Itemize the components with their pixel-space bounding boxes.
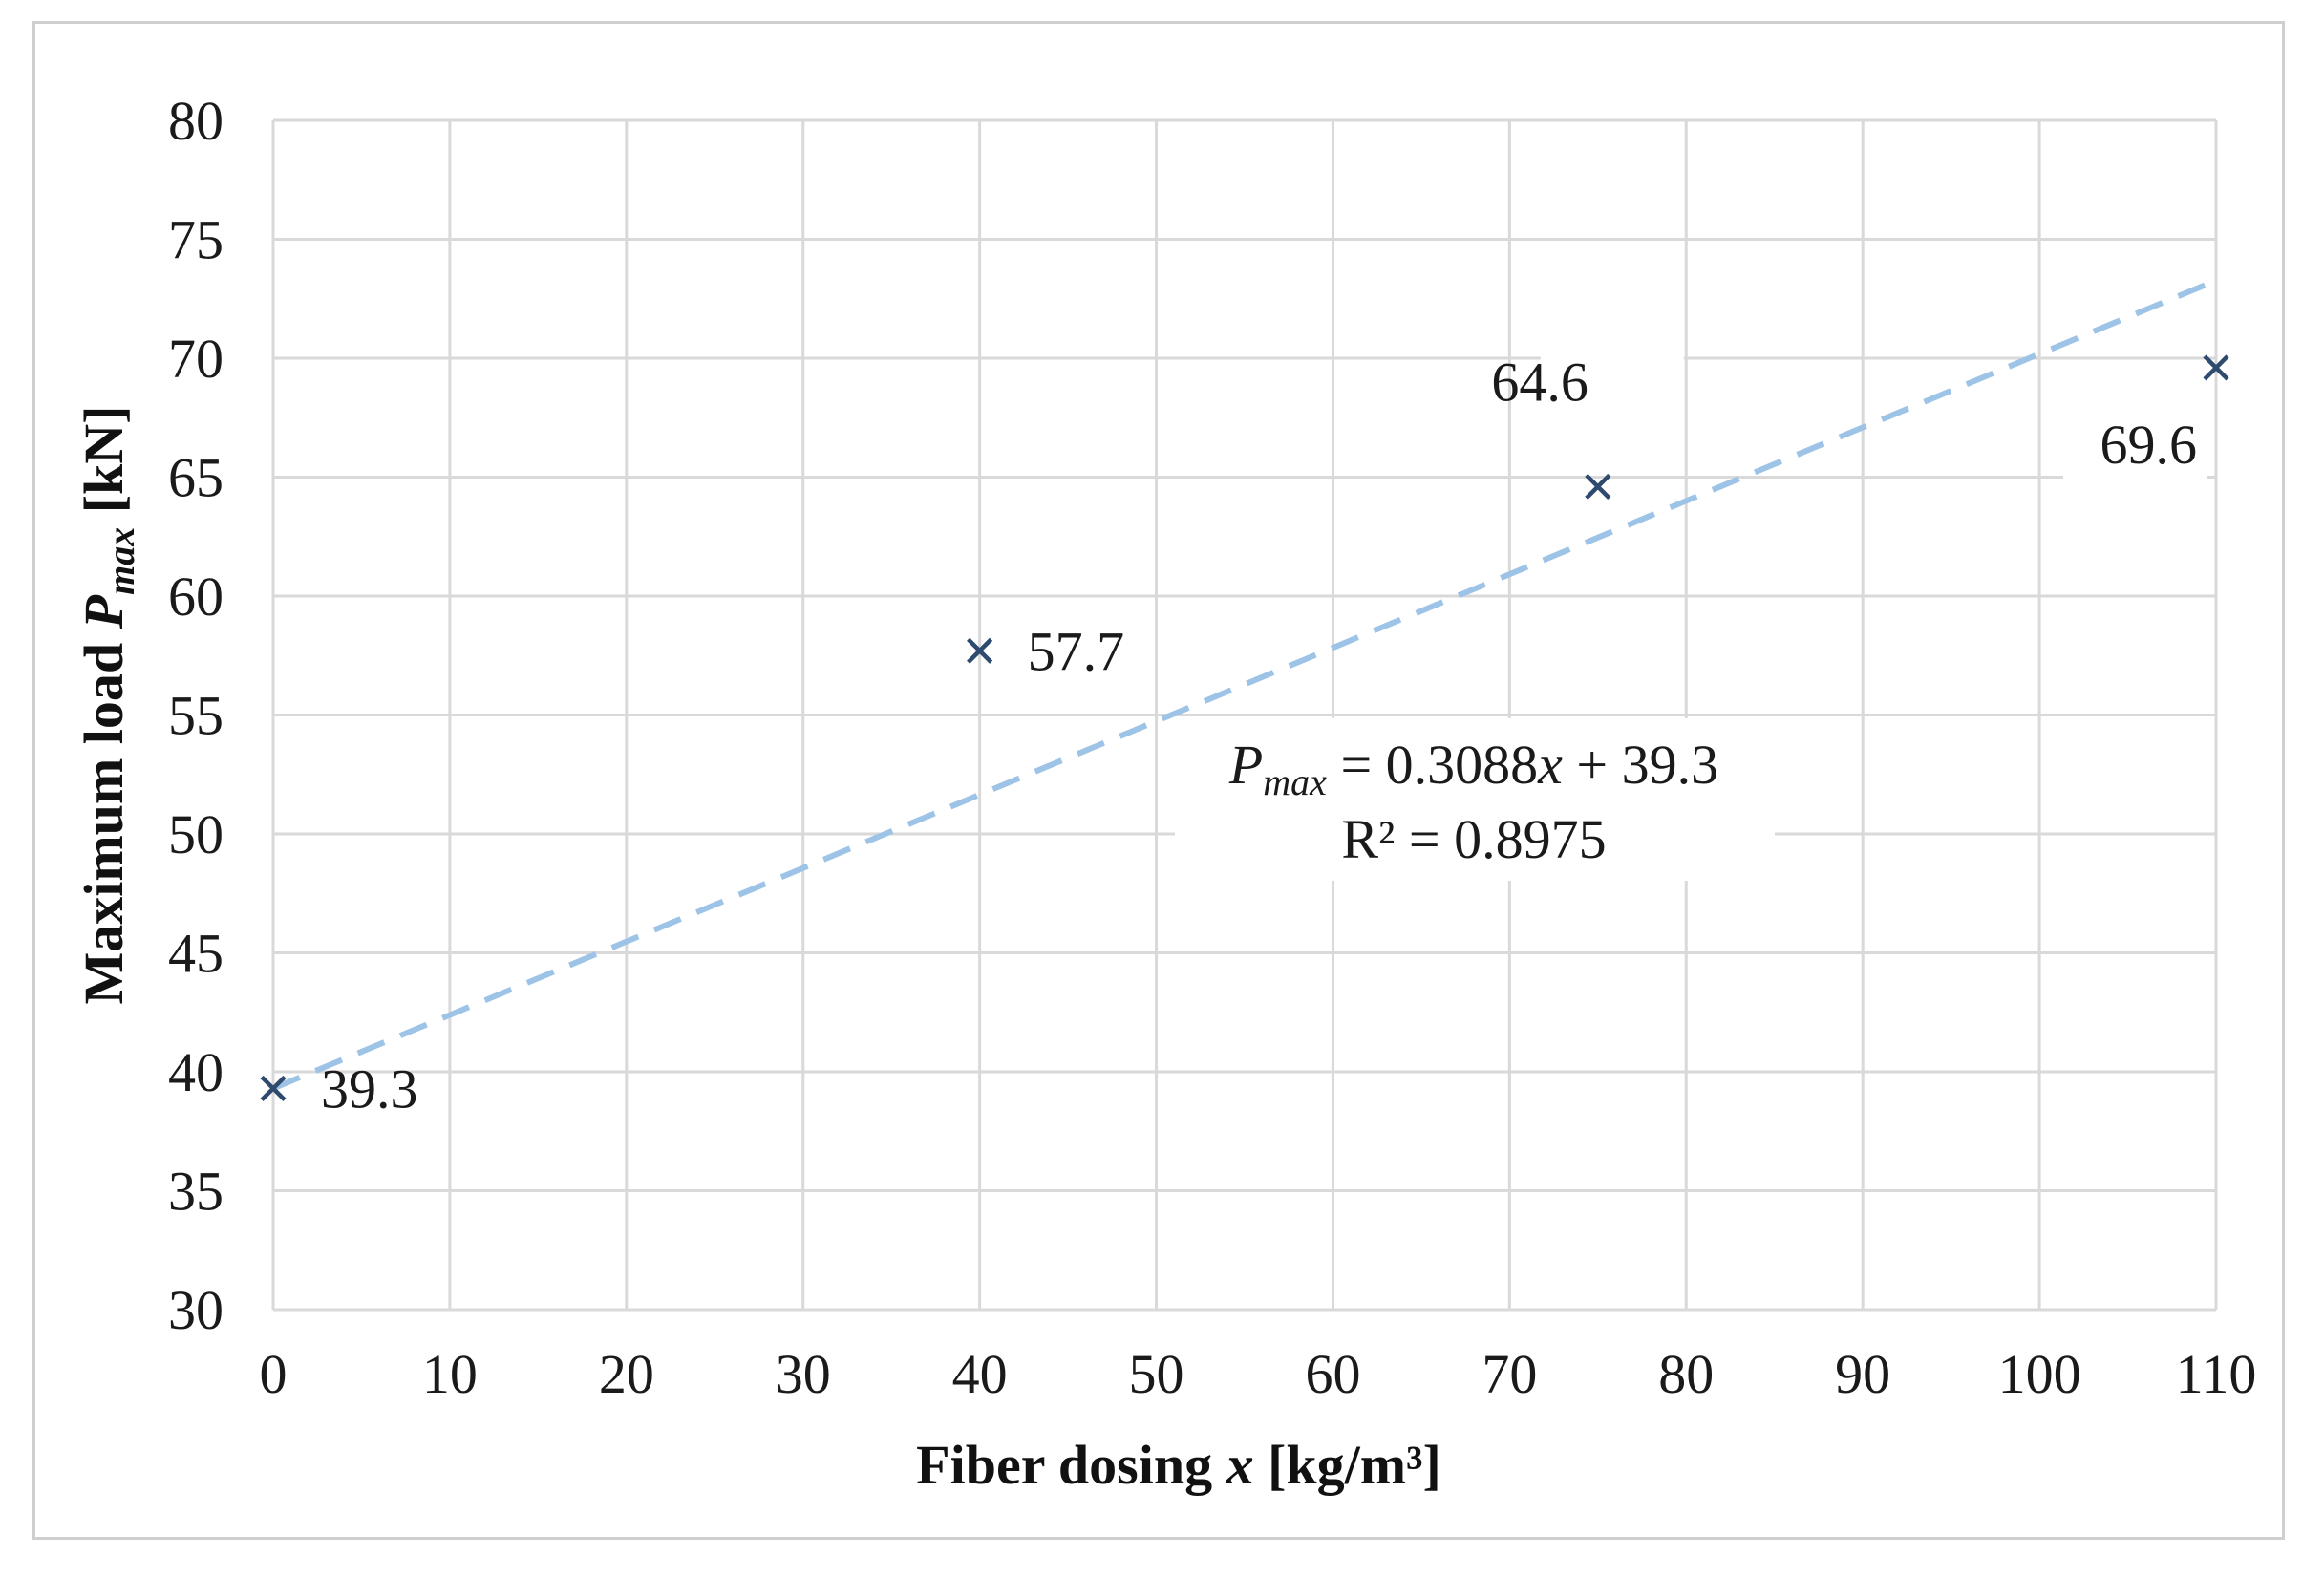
x-tick-label: 30 <box>776 1343 831 1405</box>
x-tick-label: 40 <box>952 1343 1008 1405</box>
data-label: 69.6 <box>2100 414 2198 476</box>
data-label-background <box>1540 343 1684 420</box>
x-tick-label: 100 <box>1998 1343 2081 1405</box>
data-label: 64.6 <box>1491 351 1588 413</box>
data-points <box>260 354 2229 1102</box>
data-label: 57.7 <box>1028 620 1125 682</box>
y-tick-label: 70 <box>168 328 224 390</box>
x-tick-label: 20 <box>599 1343 654 1405</box>
data-point-stroke <box>2203 354 2229 381</box>
y-tick-label: 30 <box>168 1279 224 1341</box>
data-labels: 39.3 57.7 64.6 69.6 <box>321 343 2207 1120</box>
x-tick-label: 70 <box>1482 1343 1537 1405</box>
data-point <box>2203 354 2229 381</box>
y-tick-label: 40 <box>168 1041 224 1103</box>
tick-labels: 30 35 40 45 50 55 60 65 70 75 80 0 10 20 30 40 50 60 70 80 9… <box>168 90 2256 1405</box>
y-tick-label: 55 <box>168 685 224 747</box>
data-label: 39.3 <box>321 1057 418 1120</box>
data-point <box>260 1075 287 1102</box>
x-tick-label: 90 <box>1835 1343 1890 1405</box>
data-point-stroke <box>967 637 993 664</box>
chart-frame <box>32 21 2285 1540</box>
y-axis-title: Maximum load Pmax [kN] <box>73 406 142 1005</box>
x-tick-label: 60 <box>1305 1343 1360 1405</box>
x-tick-label: 10 <box>422 1343 478 1405</box>
x-tick-label: 80 <box>1658 1343 1714 1405</box>
trendline <box>271 277 2218 1092</box>
y-tick-label: 45 <box>168 923 224 985</box>
x-axis-title: Fiber dosing x [kg/m³] <box>916 1434 1441 1496</box>
data-label-background <box>2063 407 2207 484</box>
trendline-equation: Pmax = 0.3088x + 39.3 <box>1228 734 1718 803</box>
data-point <box>967 637 993 664</box>
y-tick-label: 60 <box>168 565 224 628</box>
y-tick-label: 50 <box>168 803 224 865</box>
x-tick-label: 110 <box>2176 1343 2257 1405</box>
grid <box>271 118 2218 1312</box>
x-tick-label: 50 <box>1129 1343 1184 1405</box>
trendline-r2: R² = 0.8975 <box>1341 808 1606 870</box>
x-tick-label: 0 <box>260 1343 288 1405</box>
trendline-layer <box>271 277 2218 1092</box>
data-point-stroke <box>1585 473 1611 501</box>
equation-background <box>1175 718 1775 881</box>
y-tick-label: 65 <box>168 447 224 509</box>
data-point <box>1585 473 1611 501</box>
data-point-stroke <box>260 1075 287 1102</box>
y-tick-label: 75 <box>168 209 224 271</box>
y-tick-label: 80 <box>168 90 224 152</box>
y-tick-label: 35 <box>168 1161 224 1223</box>
